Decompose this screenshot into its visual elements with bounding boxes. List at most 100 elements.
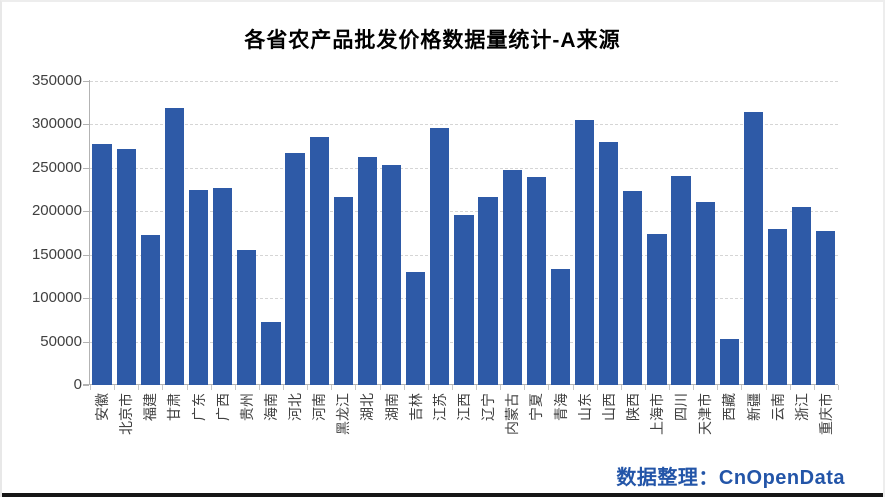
y-axis-tick-label: 0 (73, 376, 82, 393)
x-axis-tick-label: 湖北 (355, 393, 379, 483)
x-axis-tick-label-text: 广东 (190, 393, 207, 421)
y-axis-tick-labels: 350000 300000 250000 200000 150000 100000 5000… (2, 2, 82, 497)
x-axis-tick-label: 吉林 (404, 393, 428, 483)
x-axis-tick-label-text: 山东 (576, 393, 593, 421)
bar-slot (283, 81, 307, 385)
x-axis-tick (355, 385, 357, 390)
x-axis-tick-label: 宁夏 (524, 393, 548, 483)
x-axis-tick (813, 385, 815, 390)
x-axis-tick-label: 江西 (452, 393, 476, 483)
x-axis-tick (90, 385, 91, 390)
x-axis-tick-label-text: 江西 (455, 393, 472, 421)
bar-广东 (188, 190, 209, 385)
x-axis-tick-label-text: 西藏 (721, 393, 738, 421)
x-axis-tick (838, 385, 839, 390)
x-axis-tick (162, 385, 164, 390)
x-axis-tick-label-text: 陕西 (624, 393, 641, 421)
bar-浙江 (792, 206, 812, 385)
bar-福建 (140, 234, 160, 385)
bar-slot (790, 81, 814, 385)
bar-slot (114, 81, 138, 385)
y-axis-tick-label: 100000 (31, 289, 82, 307)
bar-河北 (285, 153, 305, 385)
x-axis-tick (427, 385, 429, 390)
bar-贵州 (237, 249, 257, 385)
y-axis-tick (83, 124, 89, 126)
y-axis-tick (83, 81, 89, 82)
bar-slot (307, 81, 331, 385)
bar-slot (548, 81, 572, 385)
x-axis-tick-label-text: 重庆市 (817, 393, 834, 435)
bar-宁夏 (526, 176, 546, 385)
x-axis-tick-label-text: 天津市 (697, 393, 714, 435)
bar-安徽 (92, 143, 112, 385)
x-axis-tick (379, 385, 381, 390)
x-axis-tick-label-text: 贵州 (238, 393, 255, 421)
gridline (90, 211, 838, 213)
bar-slot (645, 81, 669, 385)
gridline (90, 124, 838, 126)
bar-slot (476, 81, 500, 385)
bar-slot (259, 81, 283, 385)
x-axis-tick-label: 甘肃 (162, 393, 186, 483)
x-axis-tick-label: 贵州 (235, 393, 259, 483)
bar-slot (573, 81, 597, 385)
bar-甘肃 (164, 107, 185, 385)
bar-series (90, 81, 838, 385)
bar-slot (669, 81, 693, 385)
x-axis-tick-label-text: 甘肃 (166, 393, 183, 421)
x-axis-tick-label-text: 福建 (142, 393, 159, 421)
bar-山西 (599, 141, 619, 385)
x-axis-tick-label-text: 吉林 (407, 393, 424, 421)
bar-天津市 (695, 201, 715, 385)
bar-海南 (261, 322, 281, 385)
x-axis-tick-label: 河北 (283, 393, 307, 483)
x-axis-tick (114, 385, 116, 390)
bar-广西 (213, 187, 233, 385)
bar-slot (211, 81, 235, 385)
x-axis-tick (500, 385, 502, 390)
x-axis-tick-label-text: 海南 (262, 393, 279, 421)
bar-slot (524, 81, 548, 385)
y-axis-tick (83, 167, 89, 169)
x-axis-tick-label: 广东 (187, 393, 211, 483)
bar-湖北 (357, 156, 378, 385)
x-axis-tick-label-text: 青海 (552, 393, 569, 421)
bar-北京市 (116, 148, 136, 385)
y-axis-tick (83, 385, 89, 386)
bar-slot (597, 81, 621, 385)
bar-slot (138, 81, 162, 385)
bar-slot (162, 81, 186, 385)
x-axis-tick (717, 385, 719, 390)
x-axis-tick-label-text: 山西 (600, 393, 617, 421)
bar-slot (380, 81, 404, 385)
x-axis-tick-label-text: 湖南 (383, 393, 400, 421)
x-axis-tick (186, 385, 188, 390)
bar-slot (331, 81, 355, 385)
y-axis-tick-label: 150000 (31, 245, 82, 263)
x-axis-tick-label: 安徽 (90, 393, 114, 483)
y-axis-tick (83, 254, 89, 256)
x-axis-tick-label: 青海 (548, 393, 572, 483)
bar-青海 (550, 268, 571, 385)
x-axis-tick-label: 湖南 (380, 393, 404, 483)
x-axis-tick (331, 385, 333, 390)
x-axis-tick (307, 385, 309, 390)
bar-slot (621, 81, 645, 385)
bar-西藏 (719, 338, 739, 385)
x-axis-tick-label-text: 黑龙江 (335, 393, 352, 435)
bar-slot (452, 81, 476, 385)
bar-黑龙江 (333, 196, 353, 385)
bar-河南 (309, 137, 329, 385)
x-axis-tick-label: 福建 (138, 393, 162, 483)
x-axis-tick (476, 385, 478, 390)
x-axis-tick (572, 385, 574, 390)
x-axis-tick-label: 河南 (307, 393, 331, 483)
x-axis-tick-label-text: 湖北 (359, 393, 376, 421)
x-axis-tick-label-text: 河北 (287, 393, 304, 421)
x-axis-tick-label: 山东 (573, 393, 597, 483)
bar-新疆 (743, 112, 764, 385)
bar-slot (717, 81, 741, 385)
bar-slot (428, 81, 452, 385)
bar-吉林 (406, 272, 426, 385)
